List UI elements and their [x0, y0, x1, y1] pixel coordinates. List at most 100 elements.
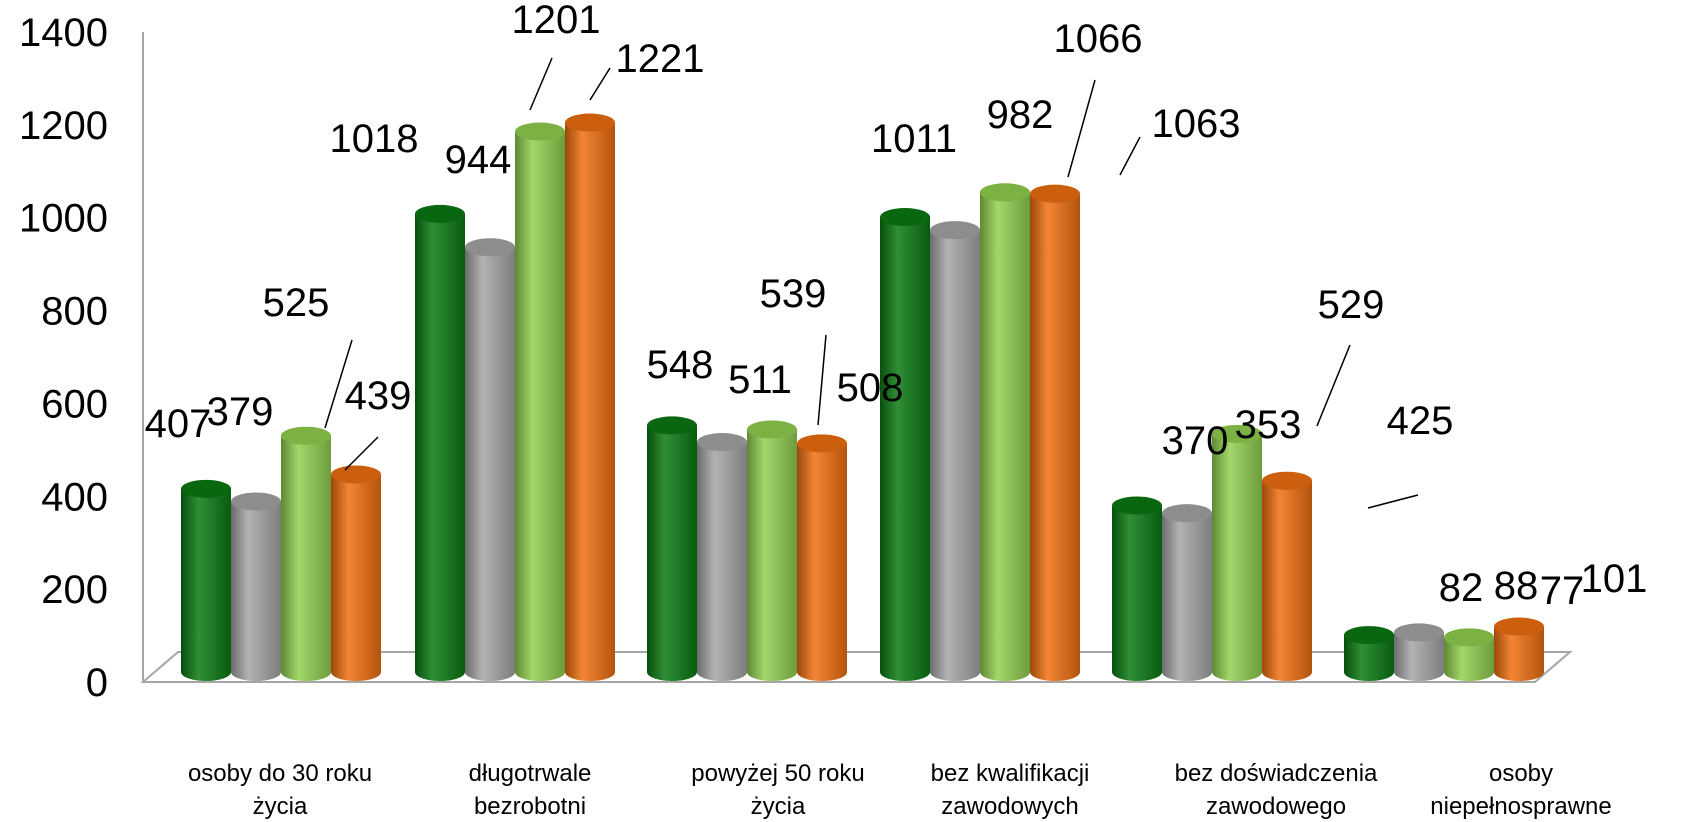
leader-line: [1316, 344, 1351, 427]
y-tick-label: 1200: [19, 104, 108, 148]
y-tick-label: 800: [41, 290, 108, 334]
y-tick-label: 0: [86, 661, 108, 705]
bar-body: [1262, 480, 1312, 681]
bar-body: [565, 122, 615, 682]
leader-line: [1367, 494, 1419, 509]
bar-body: [747, 429, 797, 681]
data-label: 88: [1494, 564, 1539, 608]
bar-top: [1212, 424, 1262, 443]
bar-top: [1444, 628, 1494, 647]
bar-body: [1112, 505, 1162, 681]
bar: [1444, 628, 1494, 681]
data-label: 525: [263, 281, 330, 325]
bar-top: [1394, 623, 1444, 642]
chart-axes: [140, 32, 1573, 683]
bar: [697, 433, 747, 681]
data-label: 1011: [871, 117, 957, 161]
data-label: 1063: [1152, 102, 1241, 146]
category-label: życia: [751, 793, 806, 820]
data-label: 353: [1235, 403, 1302, 447]
bar-top: [930, 221, 980, 240]
bar-body: [1394, 632, 1444, 681]
chart-bars: [181, 113, 1544, 682]
data-label: 370: [1162, 419, 1229, 463]
bar-body: [1212, 433, 1262, 681]
data-label: 944: [445, 138, 512, 182]
category-labels: osoby do 30 roku życia długotrwale bezrobot…: [188, 760, 1612, 820]
bar-top: [415, 204, 465, 223]
category-label: osoby: [1489, 760, 1553, 787]
data-label: 539: [760, 272, 827, 316]
leader-line: [344, 436, 379, 471]
leader-line: [1119, 136, 1141, 176]
y-tick-label: 600: [41, 382, 108, 426]
bar-body: [465, 247, 515, 681]
data-label: 1066: [1054, 17, 1143, 61]
category-label: życia: [253, 793, 308, 820]
data-label: 1201: [512, 0, 601, 42]
bar-body: [647, 425, 697, 681]
data-label: 82: [1439, 566, 1484, 610]
y-tick-label: 1000: [19, 197, 108, 241]
data-label: 508: [837, 366, 904, 410]
bar: [647, 416, 697, 681]
bar-top: [515, 122, 565, 141]
data-label: 101: [1581, 557, 1648, 601]
data-label: 439: [345, 374, 412, 418]
data-label: 425: [1387, 399, 1454, 443]
category-label: powyżej 50 roku: [691, 760, 864, 787]
bar: [281, 426, 331, 681]
bar-body: [181, 488, 231, 681]
category-label: długotrwale: [469, 760, 592, 787]
data-label: 379: [207, 390, 274, 434]
bar-top: [465, 238, 515, 257]
bar-top: [231, 492, 281, 511]
data-label: 407: [145, 402, 212, 446]
bar: [1494, 617, 1544, 681]
bar-top: [647, 416, 697, 435]
bar: [880, 208, 930, 682]
category-label: zawodowych: [941, 793, 1078, 820]
bar-top: [1344, 626, 1394, 645]
category-label: bezrobotni: [474, 793, 586, 820]
data-label: 529: [1318, 283, 1385, 327]
bar: [1030, 184, 1080, 681]
bar: [980, 183, 1030, 682]
bar-body: [1030, 193, 1080, 681]
bar: [1212, 424, 1262, 681]
bar-body: [797, 443, 847, 681]
leader-line: [529, 57, 553, 111]
bar: [797, 434, 847, 681]
bar: [515, 122, 565, 682]
chart-floor: [140, 651, 1573, 683]
y-tick-label: 1400: [19, 11, 108, 55]
data-label: 1221: [616, 37, 705, 81]
bar-body: [880, 217, 930, 682]
bar-body: [415, 213, 465, 681]
y-tick-label: 200: [41, 568, 108, 612]
bar-body: [331, 474, 381, 681]
data-label: 1018: [330, 117, 419, 161]
category-label: osoby do 30 roku: [188, 760, 372, 787]
bar: [331, 465, 381, 681]
category-label: bez kwalifikacji: [931, 760, 1090, 787]
bar-top: [797, 434, 847, 453]
leader-line: [1067, 79, 1096, 178]
bar-top: [747, 420, 797, 439]
bar: [415, 204, 465, 681]
bar: [1112, 496, 1162, 681]
y-axis-ticks: 0 200 400 600 800 1000 1200 1400: [19, 11, 108, 705]
bar-top: [1030, 184, 1080, 203]
bar-top: [880, 208, 930, 227]
bar-top: [1494, 617, 1544, 636]
bar: [231, 492, 281, 681]
category-label: bez doświadczenia: [1175, 760, 1378, 787]
bar-body: [515, 131, 565, 682]
leader-line: [589, 67, 611, 101]
bar: [1344, 626, 1394, 681]
bar-top: [565, 113, 615, 132]
bar: [565, 113, 615, 682]
data-label: 511: [728, 358, 792, 402]
data-label: 548: [647, 343, 714, 387]
